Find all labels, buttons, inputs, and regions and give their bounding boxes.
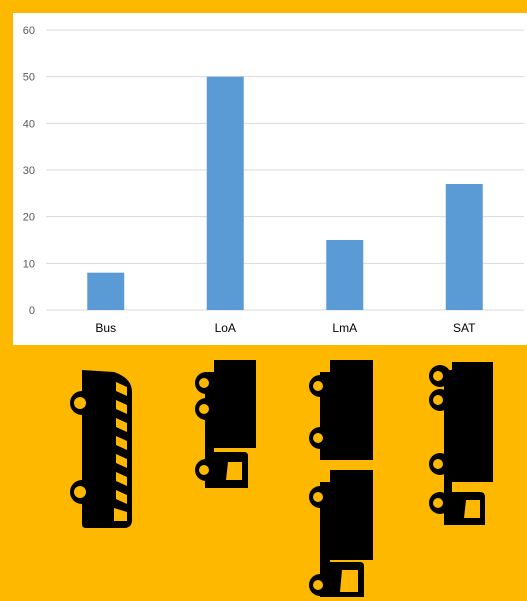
chart-panel: 0 10 20 30 40 50 60 Bus LoA LmA SAT — [13, 13, 527, 345]
bar-chart: 0 10 20 30 40 50 60 Bus LoA LmA SAT — [23, 25, 524, 335]
gridlines — [46, 29, 524, 311]
y-tick-label: 10 — [23, 258, 35, 270]
y-tick-label: 60 — [23, 25, 35, 37]
y-tick-label: 40 — [23, 118, 35, 130]
y-tick-label: 50 — [23, 72, 35, 84]
truck-with-trailer-icon — [309, 360, 373, 597]
x-tick-label-sat: SAT — [453, 321, 476, 335]
bus-icon — [70, 370, 132, 528]
x-tick-label-loa: LoA — [215, 321, 236, 335]
x-tick-label-lma: LmA — [332, 321, 357, 335]
y-tick-label: 20 — [23, 212, 35, 224]
y-axis-ticks: 0 10 20 30 40 50 60 — [23, 25, 35, 317]
bar-lma — [326, 240, 364, 310]
x-tick-label-bus: Bus — [95, 321, 116, 335]
bar-sat — [445, 184, 483, 310]
articulated-truck-icon — [429, 362, 493, 525]
truck-icon — [195, 360, 256, 488]
y-tick-label: 0 — [29, 305, 35, 317]
y-tick-label: 30 — [23, 165, 35, 177]
vehicle-icons — [70, 360, 493, 597]
x-axis-labels: Bus LoA LmA SAT — [95, 321, 476, 335]
bar-loa — [206, 76, 244, 310]
bars — [87, 76, 483, 310]
bar-bus — [87, 272, 125, 310]
